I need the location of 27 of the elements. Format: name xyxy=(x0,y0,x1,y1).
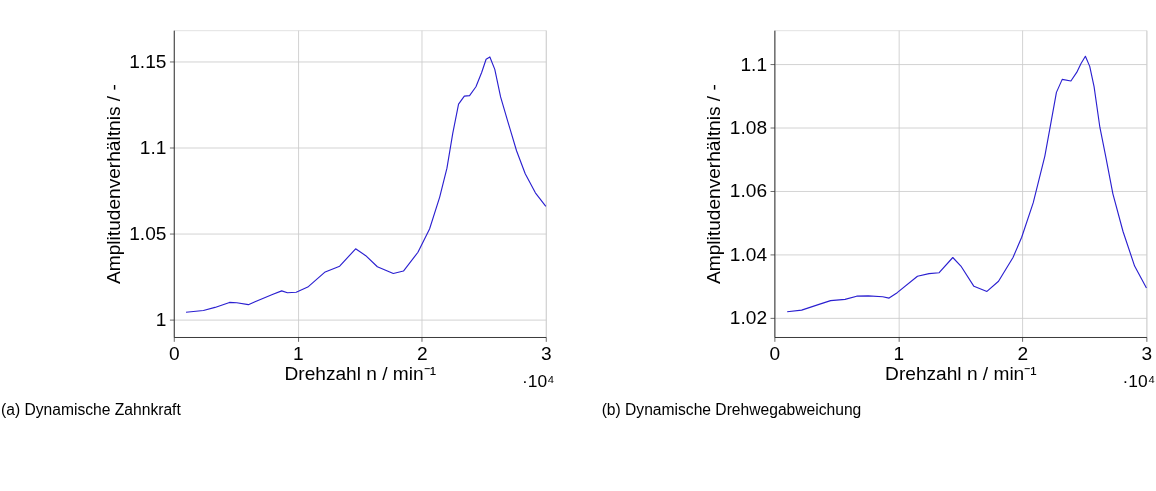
x-tick-label: 1 xyxy=(893,343,905,365)
text: ·10⁴ xyxy=(521,371,555,392)
x-tick-label: 3 xyxy=(540,343,552,365)
x-axis-title: Drehzahl n / min⁻¹ xyxy=(885,363,1037,385)
y-tick-label: 1.04 xyxy=(729,243,768,265)
x-tick-label: 2 xyxy=(1017,343,1029,365)
y-tick-label: 1.1 xyxy=(740,53,768,75)
y-tick-label: 1.05 xyxy=(129,223,167,245)
text: ·10⁴ xyxy=(1122,371,1156,392)
x-tick-label: 2 xyxy=(416,343,428,365)
x-tick-label: 0 xyxy=(168,343,180,365)
y-axis-title: Amplitudenverhältnis / - xyxy=(703,84,725,284)
x-tick-label: 1 xyxy=(292,343,304,365)
y-tick-label: 1.15 xyxy=(129,50,167,72)
x-axis-title: Drehzahl n / min⁻¹ xyxy=(284,363,437,385)
text: (b) Dynamische Drehwegabweichung xyxy=(601,401,862,419)
y-tick-label: 1.08 xyxy=(729,117,768,139)
x-tick-label: 0 xyxy=(769,343,781,365)
line-series xyxy=(185,56,547,313)
y-axis-title: Amplitudenverhältnis / - xyxy=(102,84,124,284)
text: (a) Dynamische Zahnkraft xyxy=(1,401,182,419)
y-tick-label: 1.1 xyxy=(139,136,167,158)
line-series xyxy=(786,55,1148,313)
y-tick-label: 1.06 xyxy=(729,180,768,202)
y-tick-label: 1 xyxy=(155,309,167,331)
y-tick-label: 1.02 xyxy=(729,307,768,329)
x-tick-label: 3 xyxy=(1141,343,1153,365)
